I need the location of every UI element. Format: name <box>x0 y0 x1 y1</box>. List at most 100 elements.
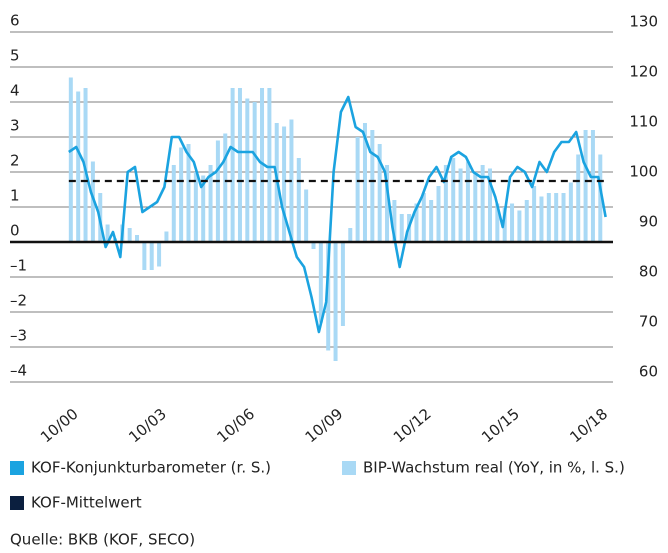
bar <box>142 242 147 270</box>
y-tick-label: 6 <box>10 12 20 30</box>
x-tick-label: 10/18 <box>566 405 611 447</box>
y2-tick-label: 90 <box>639 213 658 231</box>
bar <box>127 228 132 242</box>
bar <box>252 102 257 242</box>
bar <box>230 88 235 242</box>
legend-swatch <box>10 496 24 510</box>
x-tick-label: 10/06 <box>213 405 258 447</box>
bar <box>333 242 338 361</box>
bar <box>215 140 220 242</box>
bar <box>473 172 478 242</box>
bar <box>421 193 426 242</box>
bar <box>451 158 456 242</box>
bar <box>149 242 154 270</box>
y-tick-label: –4 <box>10 362 27 380</box>
y2-tick-label: 80 <box>639 263 658 281</box>
y2-tick-label: 100 <box>629 163 658 181</box>
bar <box>105 224 110 242</box>
bar <box>568 182 573 242</box>
bar <box>436 186 441 242</box>
bar <box>590 130 595 242</box>
bar <box>546 193 551 242</box>
bar <box>385 165 390 242</box>
bar <box>186 144 191 242</box>
x-tick-label: 10/03 <box>125 405 170 447</box>
bar <box>355 137 360 242</box>
y-tick-label: –1 <box>10 257 27 275</box>
y2-tick-label: 60 <box>639 363 658 381</box>
bar <box>201 175 206 242</box>
bar <box>465 161 470 242</box>
y2-tick-label: 110 <box>629 113 658 131</box>
bar <box>326 242 331 351</box>
bar <box>193 172 198 242</box>
legend-label: KOF-Konjunkturbarometer (r. S.) <box>31 459 271 477</box>
bar <box>370 130 375 242</box>
bar <box>135 235 140 242</box>
legend-swatch <box>342 461 356 475</box>
bar <box>598 154 603 242</box>
bar <box>76 91 81 242</box>
legend-label: KOF-Mittelwert <box>31 494 142 512</box>
bar <box>539 196 544 242</box>
y-tick-label: 5 <box>10 47 20 65</box>
bar <box>517 210 522 242</box>
y2-tick-label: 130 <box>629 13 658 31</box>
y-tick-label: 3 <box>10 117 20 135</box>
bar <box>304 189 309 242</box>
bar <box>68 77 73 242</box>
bar <box>90 161 95 242</box>
x-tick-label: 10/00 <box>37 405 82 447</box>
bar <box>414 203 419 242</box>
bar <box>377 144 382 242</box>
bar <box>340 242 345 326</box>
bar <box>208 165 213 242</box>
bar <box>318 242 323 323</box>
bar <box>583 130 588 242</box>
bar <box>510 203 515 242</box>
legend-label: BIP-Wachstum real (YoY, in %, l. S.) <box>363 459 625 477</box>
bar <box>237 88 242 242</box>
bar <box>554 193 559 242</box>
bar <box>311 242 316 249</box>
y-tick-label: 4 <box>10 82 20 100</box>
bar <box>245 98 250 242</box>
bar <box>480 165 485 242</box>
bar <box>296 158 301 242</box>
source: Quelle: BKB (KOF, SECO) <box>10 531 195 549</box>
bar <box>443 165 448 242</box>
x-tick-label: 10/15 <box>478 405 523 447</box>
bar <box>157 242 162 267</box>
bar <box>260 88 265 242</box>
bar <box>267 88 272 242</box>
legend-swatch <box>10 461 24 475</box>
bar <box>458 168 463 242</box>
bar <box>223 133 228 242</box>
bar <box>487 168 492 242</box>
bar <box>179 147 184 242</box>
bar <box>282 126 287 242</box>
bar <box>429 200 434 242</box>
y-tick-label: 0 <box>10 222 20 240</box>
bar <box>532 186 537 242</box>
bar <box>495 203 500 242</box>
bar <box>171 165 176 242</box>
bar <box>348 228 353 242</box>
bar <box>362 123 367 242</box>
bar <box>502 207 507 242</box>
y-tick-label: 1 <box>10 187 20 205</box>
kof-line <box>68 95 607 334</box>
y2-tick-label: 70 <box>639 313 658 331</box>
y2-tick-label: 120 <box>629 63 658 81</box>
bar <box>561 193 566 242</box>
bar <box>576 154 581 242</box>
y-tick-label: –2 <box>10 292 27 310</box>
x-tick-label: 10/12 <box>390 405 435 447</box>
y-tick-label: –3 <box>10 327 27 345</box>
bar <box>392 200 397 242</box>
bar <box>399 214 404 242</box>
x-tick-label: 10/09 <box>302 405 347 447</box>
y-tick-label: 2 <box>10 152 20 170</box>
bar <box>524 200 529 242</box>
